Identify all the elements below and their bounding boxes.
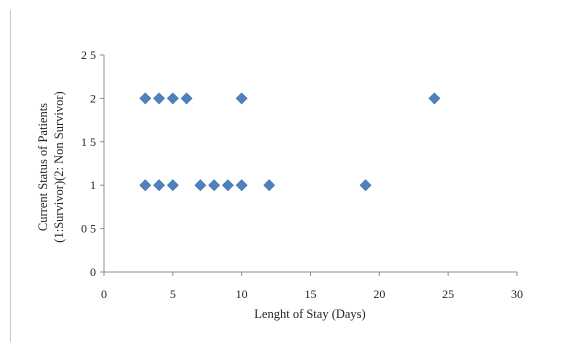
x-tick-label: 25 <box>442 287 454 301</box>
data-point <box>428 92 441 105</box>
data-point <box>153 179 165 192</box>
y-axis-title-line-2: (1:Survivor)(2: Non Survivor) <box>52 91 66 242</box>
data-point <box>235 92 248 105</box>
y-axis-title-line-1: Current Status of Patients <box>36 103 50 231</box>
x-tick-label: 0 <box>101 287 107 301</box>
y-tick-label: 2 5 <box>81 48 96 62</box>
data-point <box>235 179 248 192</box>
x-tick-label: 5 <box>170 287 176 301</box>
data-point <box>194 179 207 192</box>
data-point <box>221 179 234 192</box>
y-axis-title: Current Status of Patients (1:Survivor)(… <box>36 91 66 242</box>
x-tick-label: 30 <box>511 287 523 301</box>
data-point <box>139 179 152 192</box>
y-tick-label: 0 5 <box>81 222 96 236</box>
data-point <box>139 92 152 105</box>
x-tick-label: 20 <box>373 287 385 301</box>
data-point <box>180 92 193 105</box>
y-tick-label: 1 5 <box>81 135 96 149</box>
y-tick-label: 0 <box>90 265 96 279</box>
data-point <box>166 179 179 192</box>
x-tick-label: 10 <box>236 287 248 301</box>
data-point <box>153 92 165 105</box>
x-axis-title: Lenght of Stay (Days) <box>254 307 365 321</box>
data-point <box>263 179 276 192</box>
y-tick-label: 1 <box>90 178 96 192</box>
data-point <box>359 179 372 192</box>
data-point <box>208 179 221 192</box>
y-tick-label: 2 <box>90 91 96 105</box>
plot-area: 0 0 5 1 1 5 2 2 5 0 5 10 15 20 25 30 <box>81 48 523 301</box>
x-tick-label: 15 <box>305 287 317 301</box>
data-point <box>166 92 179 105</box>
